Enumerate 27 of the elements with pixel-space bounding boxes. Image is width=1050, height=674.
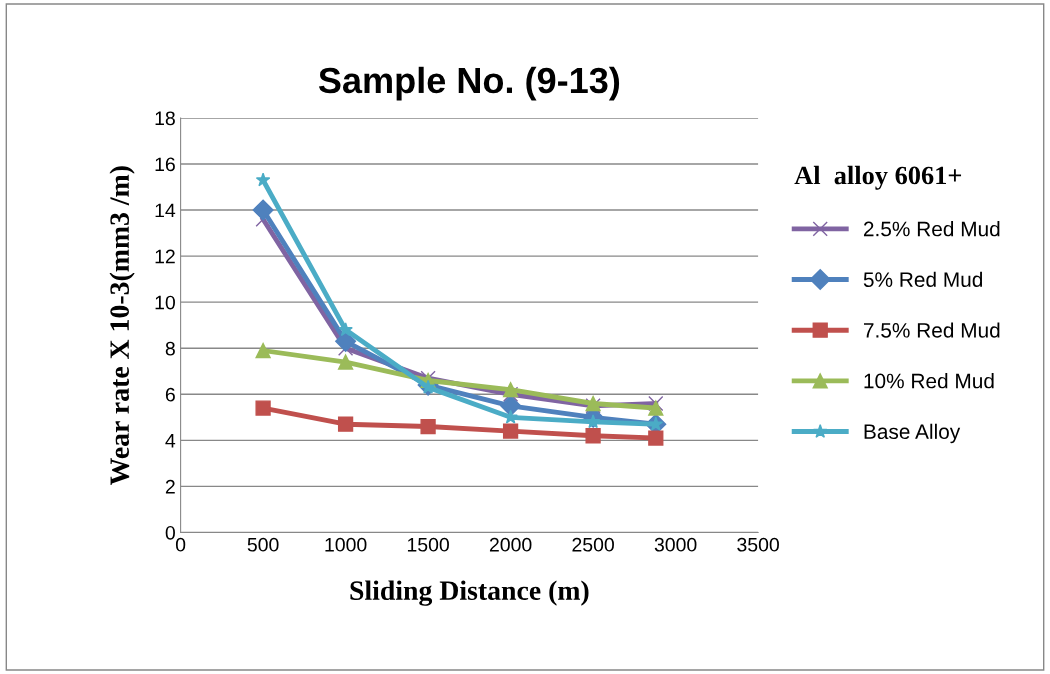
x-tick-label: 2000	[489, 537, 532, 552]
y-tick-label: 0	[165, 525, 175, 540]
y-tick-label: 2	[165, 479, 175, 494]
x-tick-label: 3500	[737, 537, 779, 552]
x-tick-label: 500	[247, 537, 279, 552]
x-tick-label: 3000	[654, 537, 697, 552]
y-tick-label: 14	[155, 203, 176, 218]
y-tick-label: 6	[165, 387, 175, 402]
y-tick-label: 10	[155, 295, 175, 310]
x-tick-label: 1500	[407, 537, 449, 552]
chart-title: Sample No. (9-13)	[318, 66, 620, 101]
x-tick-label: 1000	[325, 537, 367, 552]
y-tick-label: 4	[165, 434, 176, 448]
y-tick-label: 16	[155, 157, 175, 172]
legend-label: 5% Red Mud	[863, 271, 983, 288]
y-tick-label: 12	[155, 249, 175, 264]
x-tick-label: 2500	[572, 537, 614, 552]
y-axis-title: Wear rate X 10-3(mm3 /m)	[109, 166, 135, 485]
y-tick-label: 8	[165, 341, 175, 356]
x-tick-label: 0	[175, 537, 186, 552]
y-tick-label: 18	[155, 111, 175, 126]
legend-label: 7.5% Red Mud	[863, 322, 1000, 338]
legend-label: 10% Red Mud	[864, 373, 994, 389]
legend-title: Al alloy 6061+	[794, 165, 962, 190]
legend-label: Base Alloy	[864, 423, 961, 444]
legend-label: 2.5% Red Mud	[863, 221, 1000, 237]
x-axis-title: Sliding Distance (m)	[350, 580, 589, 606]
